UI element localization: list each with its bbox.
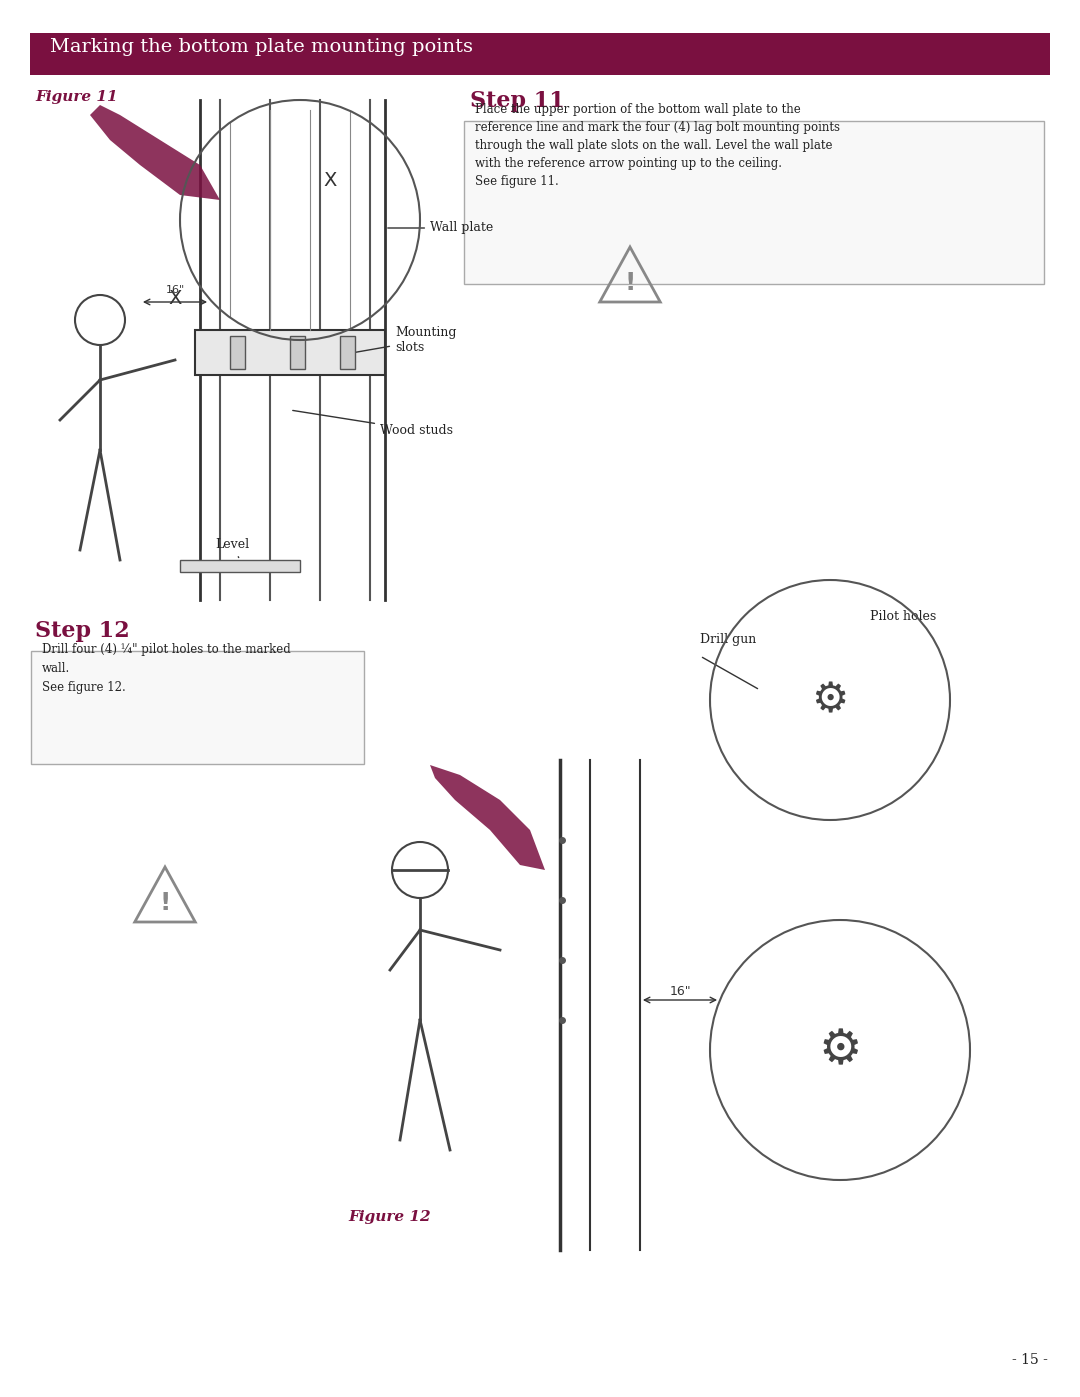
Text: Drill gun: Drill gun — [700, 633, 756, 647]
Text: !: ! — [624, 271, 636, 295]
FancyBboxPatch shape — [195, 330, 384, 374]
Text: Drill four (4) ¼" pilot holes to the marked
wall.
See figure 12.: Drill four (4) ¼" pilot holes to the mar… — [42, 643, 291, 694]
Text: Figure 12: Figure 12 — [349, 1210, 431, 1224]
Polygon shape — [90, 105, 220, 200]
Text: Step 12: Step 12 — [35, 620, 130, 643]
Text: X: X — [168, 289, 181, 307]
Text: Step 11: Step 11 — [470, 89, 565, 112]
FancyBboxPatch shape — [180, 560, 300, 571]
Text: ⚙: ⚙ — [819, 1025, 862, 1074]
FancyBboxPatch shape — [30, 34, 1050, 75]
FancyBboxPatch shape — [31, 651, 364, 764]
FancyBboxPatch shape — [464, 122, 1044, 284]
Text: Marking the bottom plate mounting points: Marking the bottom plate mounting points — [50, 38, 473, 56]
Text: Level: Level — [215, 538, 249, 557]
Text: Wood studs: Wood studs — [293, 411, 453, 436]
Text: X: X — [323, 170, 337, 190]
Text: !: ! — [160, 891, 171, 915]
Polygon shape — [430, 766, 545, 870]
Text: Pilot holes: Pilot holes — [870, 609, 936, 623]
Text: 16": 16" — [670, 985, 691, 997]
FancyBboxPatch shape — [340, 337, 355, 369]
Text: ⚙: ⚙ — [811, 679, 849, 721]
Text: 16": 16" — [165, 285, 185, 295]
Text: Place the upper portion of the bottom wall plate to the
reference line and mark : Place the upper portion of the bottom wa… — [475, 103, 840, 189]
Text: Mounting
slots: Mounting slots — [342, 326, 457, 355]
Text: Figure 11: Figure 11 — [35, 89, 118, 103]
Text: Wall plate: Wall plate — [388, 222, 494, 235]
FancyBboxPatch shape — [230, 337, 245, 369]
Text: - 15 -: - 15 - — [1012, 1354, 1048, 1368]
FancyBboxPatch shape — [291, 337, 305, 369]
